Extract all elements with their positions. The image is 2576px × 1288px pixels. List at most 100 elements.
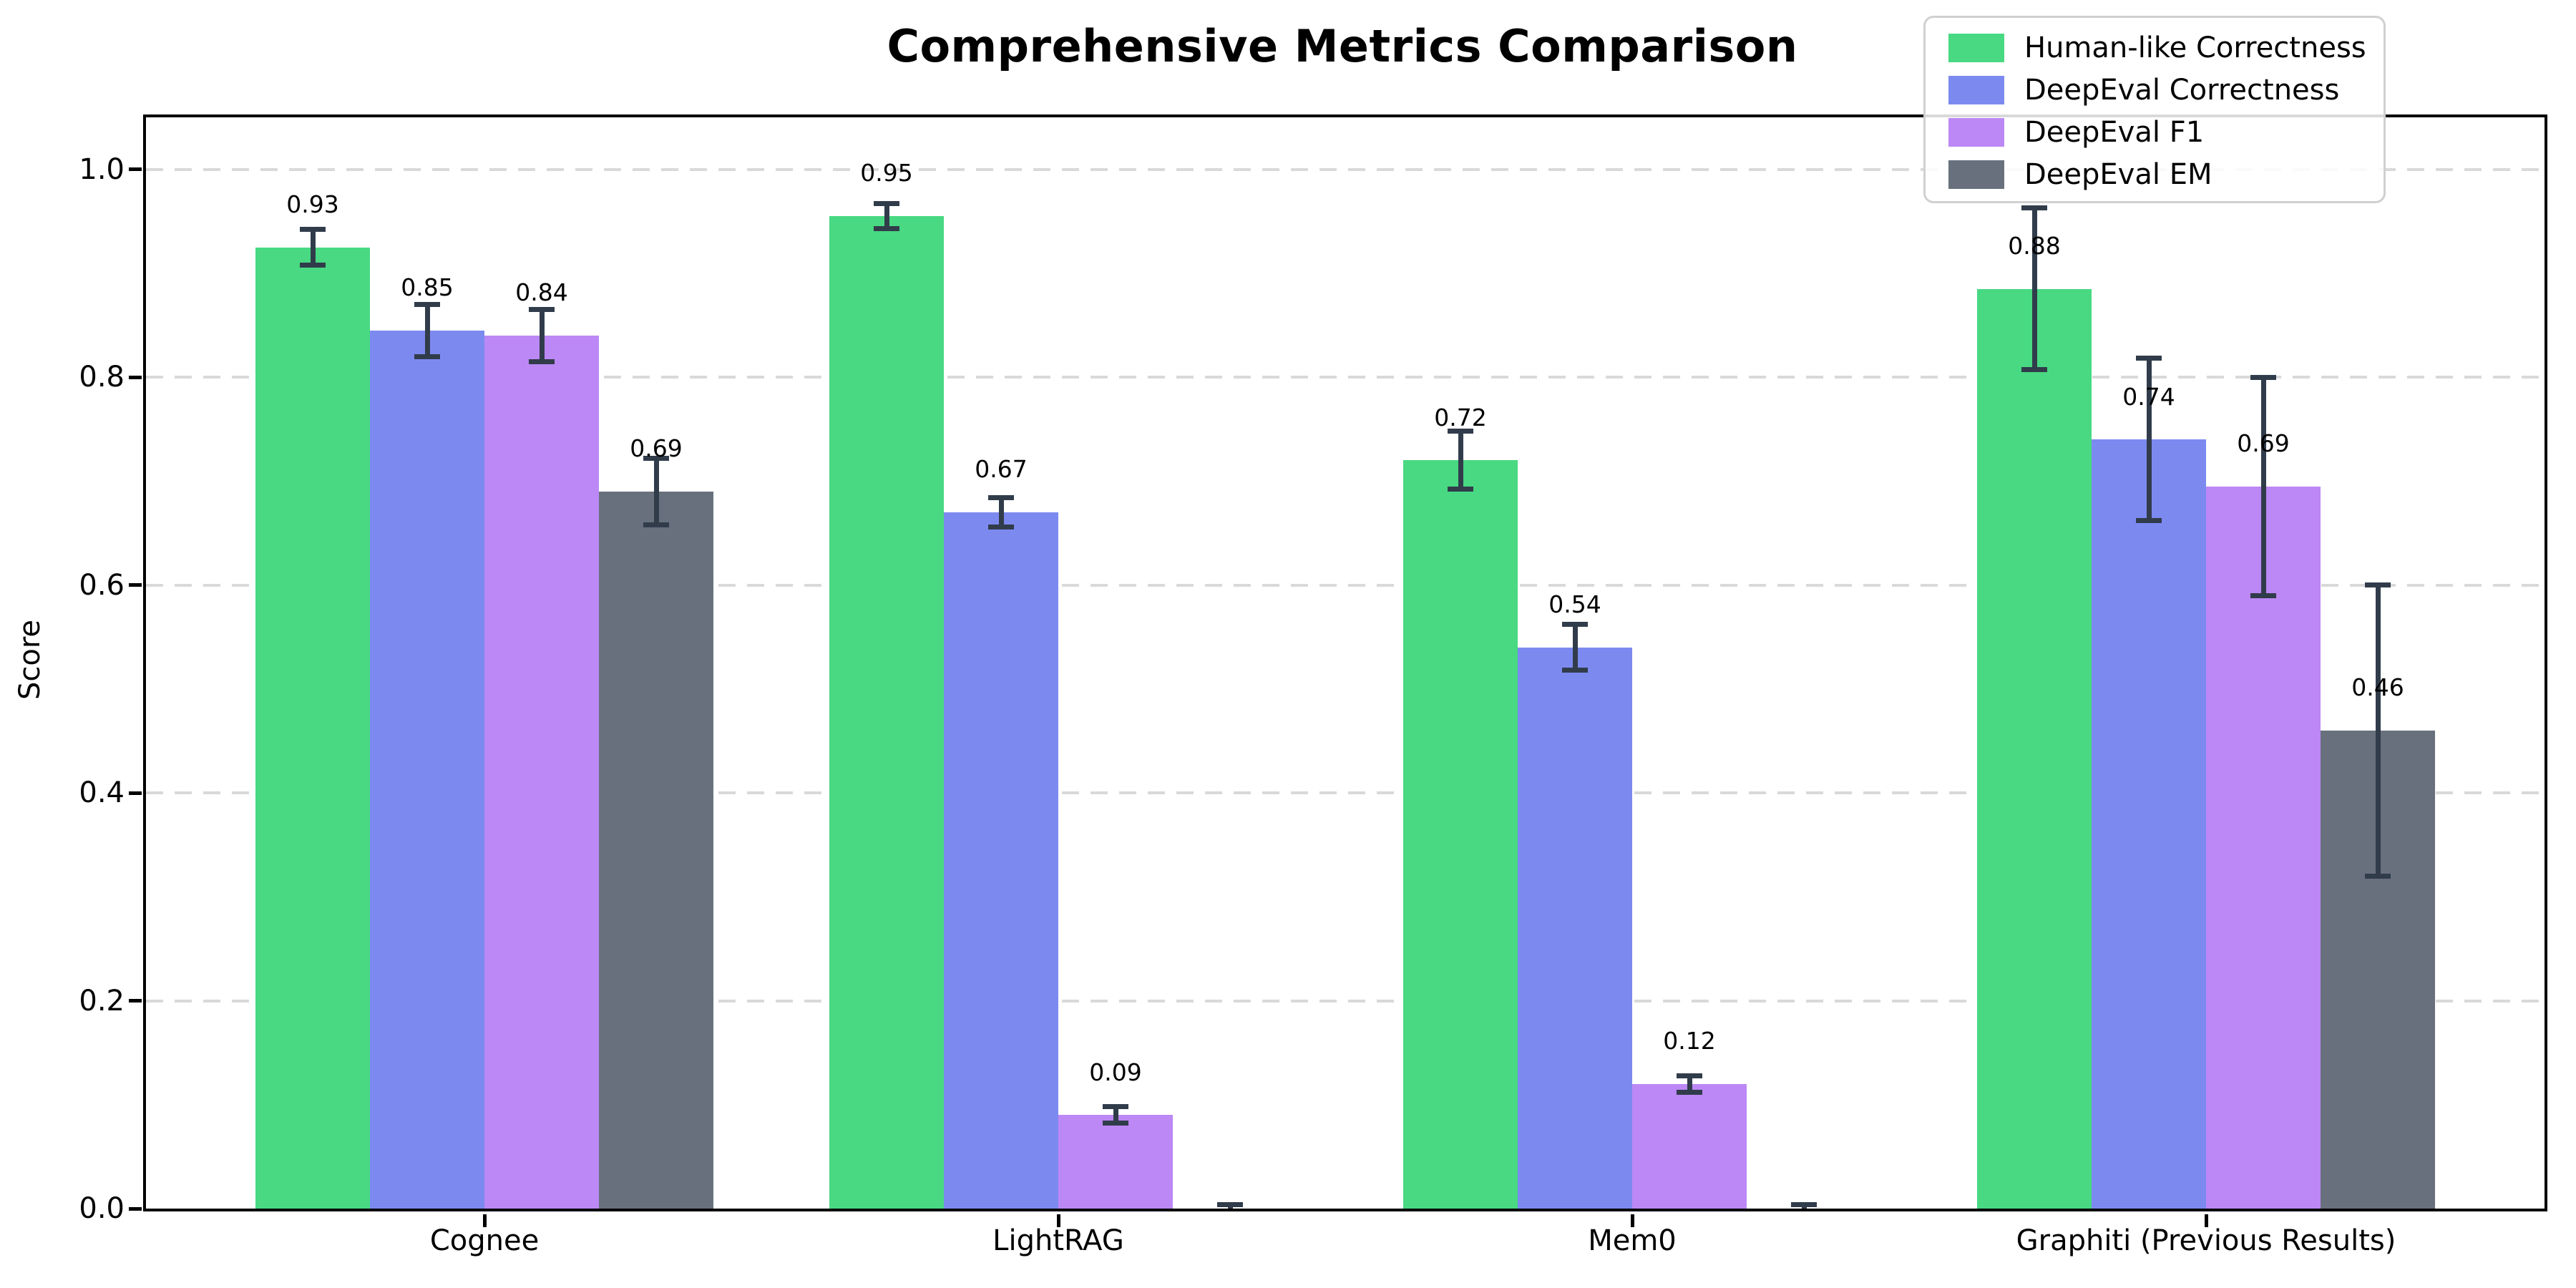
bar (2092, 439, 2206, 1209)
bar-value-label: 0.09 (1089, 1058, 1142, 1086)
y-tick-mark (129, 375, 142, 379)
bar-value-label: 0.85 (401, 273, 454, 302)
error-bar-cap (2365, 873, 2391, 879)
gridline (146, 791, 2545, 795)
y-tick-label: 0.0 (79, 1192, 125, 1225)
legend: Human-like Correctness DeepEval Correctne… (1923, 16, 2386, 203)
bar-value-label: 0.69 (2237, 429, 2290, 457)
error-bar-cap (1448, 487, 1473, 492)
error-bar-cap (1562, 622, 1588, 628)
legend-item-label: DeepEval F1 (2024, 115, 2205, 149)
bar (944, 512, 1058, 1209)
x-tick-mark (1630, 1214, 1634, 1227)
chart-title: Comprehensive Metrics Comparison (887, 20, 1798, 72)
y-tick-label: 0.2 (79, 984, 125, 1018)
y-tick-mark (129, 583, 142, 587)
plot-area: 0.0 0.2 0.4 0.6 0.8 1.0 Cognee 0.93 0.85 0.84 0.69… (79, 114, 2547, 1257)
error-bar (998, 497, 1004, 527)
y-tick-mark (129, 791, 142, 795)
bar (1977, 288, 2092, 1209)
x-tick-mark (1056, 1214, 1060, 1227)
legend-item-label: DeepEval Correctness (2024, 73, 2340, 107)
bar-value-label: 0.67 (975, 455, 1028, 484)
bar (484, 336, 599, 1209)
bar-value-label: 0.46 (2351, 673, 2404, 702)
y-axis-label: Score (14, 619, 47, 701)
error-bar-cap (988, 495, 1014, 501)
bar-value-label: 0.88 (2008, 231, 2061, 260)
error-bar-cap (1217, 1201, 1243, 1207)
bar-value-label: 0.72 (1434, 403, 1487, 431)
error-bar (1572, 624, 1578, 670)
gridline (146, 583, 2545, 587)
x-tick-mark (2204, 1214, 2208, 1227)
error-bar (539, 309, 545, 362)
bar-value-label: 0.95 (860, 159, 913, 187)
y-tick-label: 0.4 (79, 776, 125, 810)
gridline (146, 376, 2545, 379)
error-bar-cap (300, 227, 326, 233)
error-bar-cap (1791, 1201, 1817, 1207)
error-bar-cap (1103, 1104, 1128, 1110)
error-bar-cap (414, 301, 440, 307)
error-bar-cap (529, 358, 555, 364)
bar-value-label: 0.74 (2122, 382, 2175, 411)
error-bar (1458, 431, 1463, 489)
legend-color-swatch (1948, 160, 2004, 189)
y-tick-label: 0.8 (79, 361, 125, 394)
error-bar (310, 229, 316, 265)
bar-value-label: 0.54 (1548, 590, 1601, 619)
error-bar-cap (2136, 356, 2162, 361)
error-bar-cap (2365, 582, 2391, 588)
error-bar (2146, 358, 2152, 521)
gridline (146, 999, 2545, 1002)
y-tick-mark (129, 999, 142, 1003)
error-bar (2260, 377, 2266, 596)
x-tick-mark (482, 1214, 487, 1227)
legend-color-swatch (1948, 117, 2004, 147)
y-tick-label: 1.0 (79, 152, 125, 186)
bar (2206, 486, 2321, 1209)
bar-value-label: 0.69 (630, 434, 683, 463)
bar (1058, 1115, 1173, 1209)
bar-value-label: 0.12 (1663, 1027, 1716, 1055)
bar (1632, 1083, 1747, 1209)
error-bar-cap (1448, 429, 1473, 434)
x-tick-label: Mem0 (1588, 1224, 1677, 1257)
x-tick-label: Cognee (429, 1224, 540, 1257)
error-bar-cap (643, 522, 669, 527)
bar (370, 330, 484, 1209)
error-bar-cap (643, 455, 669, 461)
legend-item-label: Human-like Correctness (2024, 31, 2366, 64)
error-bar-cap (874, 201, 899, 207)
bar (829, 215, 944, 1209)
error-bar (424, 304, 430, 357)
error-bar (653, 458, 659, 525)
error-bar-cap (2021, 205, 2047, 210)
error-bar-cap (1677, 1089, 1702, 1095)
y-tick-label: 0.6 (79, 568, 125, 602)
legend-item: DeepEval F1 (1948, 111, 2384, 153)
legend-color-swatch (1948, 33, 2004, 62)
error-bar-cap (2136, 518, 2162, 524)
error-bar-cap (988, 524, 1014, 530)
error-bar (2031, 208, 2037, 370)
error-bar-cap (1677, 1073, 1702, 1078)
error-bar-cap (2250, 592, 2276, 598)
bar (255, 247, 370, 1209)
error-bar (2375, 585, 2381, 877)
error-bar-cap (2021, 367, 2047, 373)
x-tick-label: Graphiti (Previous Results) (2016, 1224, 2396, 1257)
x-tick-label: LightRAG (992, 1224, 1124, 1257)
y-tick-mark (129, 1206, 142, 1211)
bar (599, 491, 713, 1209)
bar-value-label: 0.93 (286, 190, 339, 218)
error-bar-cap (300, 262, 326, 268)
y-tick-mark (129, 167, 142, 172)
error-bar (1687, 1075, 1692, 1093)
gridline (146, 167, 2545, 171)
legend-item: DeepEval EM (1948, 153, 2384, 195)
error-bar (1113, 1106, 1118, 1123)
error-bar-cap (1562, 668, 1588, 673)
